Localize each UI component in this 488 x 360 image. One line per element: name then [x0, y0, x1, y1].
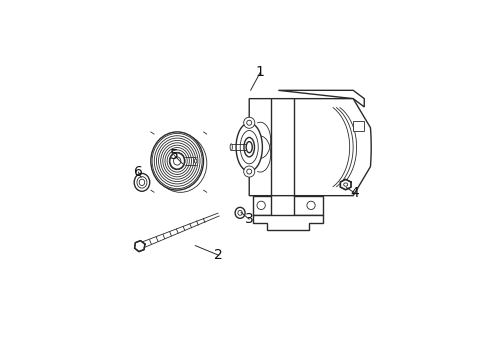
Polygon shape [253, 215, 322, 230]
Ellipse shape [246, 120, 251, 125]
Polygon shape [249, 99, 370, 195]
Ellipse shape [150, 132, 203, 190]
Ellipse shape [236, 123, 262, 171]
Ellipse shape [246, 169, 251, 174]
Ellipse shape [137, 177, 146, 188]
Ellipse shape [139, 179, 144, 185]
Ellipse shape [243, 166, 254, 177]
Circle shape [306, 201, 315, 210]
Polygon shape [134, 240, 144, 252]
Text: 5: 5 [170, 148, 179, 162]
Circle shape [257, 201, 265, 210]
Polygon shape [293, 195, 322, 215]
Ellipse shape [173, 157, 181, 165]
Polygon shape [340, 179, 350, 190]
Text: 3: 3 [244, 212, 253, 226]
Ellipse shape [244, 138, 254, 157]
Ellipse shape [154, 134, 206, 192]
Polygon shape [352, 121, 364, 131]
Text: 4: 4 [349, 186, 358, 200]
Ellipse shape [240, 131, 258, 164]
Ellipse shape [237, 210, 242, 215]
Text: 6: 6 [134, 165, 142, 179]
Polygon shape [278, 90, 364, 107]
Text: 1: 1 [255, 65, 264, 79]
Ellipse shape [169, 153, 184, 169]
Ellipse shape [230, 144, 232, 150]
Ellipse shape [243, 117, 254, 128]
Polygon shape [253, 195, 271, 215]
Ellipse shape [134, 174, 149, 191]
Ellipse shape [343, 183, 347, 186]
Ellipse shape [235, 207, 244, 218]
Text: 2: 2 [214, 248, 223, 262]
Ellipse shape [245, 141, 252, 153]
Ellipse shape [194, 159, 197, 163]
